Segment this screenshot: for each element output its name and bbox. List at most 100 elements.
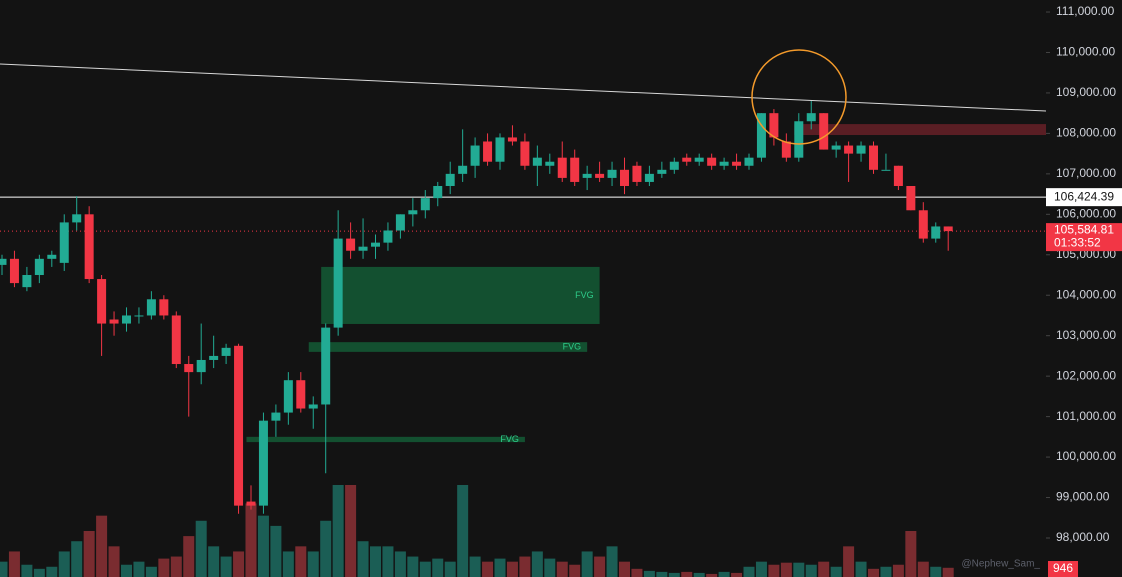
fvg-label: FVG: [563, 341, 582, 351]
volume-bar: [158, 558, 170, 577]
volume-bar: [843, 546, 855, 577]
axis-background: [1046, 0, 1122, 577]
volume-bar: [880, 566, 892, 577]
volume-bar: [320, 520, 332, 577]
candle-body: [881, 169, 891, 171]
candle-body: [246, 501, 256, 506]
candle-body: [856, 145, 866, 154]
volume-bar: [718, 571, 730, 577]
candle-body: [507, 137, 517, 142]
volume-bar: [357, 541, 369, 577]
volume-bar: [208, 546, 220, 577]
volume-label-box: [1048, 561, 1078, 577]
volume-bar: [930, 566, 942, 577]
candle-body: [781, 141, 791, 158]
candle-body: [669, 161, 679, 170]
last-price-box: [1046, 223, 1122, 252]
trendline: [0, 63, 1047, 112]
volume-bar: [444, 561, 456, 577]
candle-body: [333, 238, 343, 328]
volume-bar: [731, 572, 743, 577]
volume-bar: [606, 546, 618, 577]
candle-body: [545, 161, 555, 166]
candle-body: [794, 121, 804, 158]
volume-bar: [706, 573, 718, 577]
volume-bar: [469, 556, 481, 577]
candle-body: [756, 113, 766, 158]
volume-bar: [668, 572, 680, 577]
resistance-zone: [794, 124, 1046, 136]
volume-bar: [58, 551, 70, 577]
plot-area: FVG FVG FVG: [0, 63, 1047, 577]
volume-bar: [768, 564, 780, 577]
candle-body: [258, 420, 268, 506]
volume-bar: [569, 564, 581, 577]
candle-body: [707, 157, 717, 166]
y-tick-label: 106,000.00: [1056, 206, 1116, 220]
candle-body: [433, 185, 443, 199]
watermark: @Nephew_Sam_: [961, 559, 1040, 570]
candle-body: [0, 258, 7, 265]
candle-body: [34, 258, 44, 276]
candle-body: [458, 165, 468, 174]
fvg-label: FVG: [575, 290, 594, 300]
candle-body: [620, 169, 629, 186]
volume-bar: [0, 561, 8, 577]
volume-bar: [755, 561, 767, 577]
candle-body: [22, 275, 32, 288]
y-tick-label: 111,000.00: [1056, 4, 1115, 18]
candle-body: [819, 113, 829, 150]
countdown: 01:33:52: [1054, 235, 1101, 249]
volume-bar: [544, 558, 556, 577]
y-tick-label: 107,000.00: [1056, 166, 1116, 180]
volume-bar: [631, 568, 643, 577]
y-tick-label: 104,000.00: [1056, 287, 1116, 301]
volume-bar: [743, 566, 755, 577]
candle-body: [632, 165, 642, 182]
volume-bar: [868, 568, 879, 577]
volume-bar: [494, 558, 506, 577]
y-tick-label: 103,000.00: [1056, 328, 1116, 342]
candle-body: [918, 210, 928, 239]
candle-body: [146, 299, 156, 316]
candle-body: [732, 161, 742, 166]
volume-bar: [419, 561, 431, 577]
volume-bar: [133, 561, 145, 577]
volume-bar: [693, 572, 705, 577]
volume-bar: [905, 531, 917, 577]
candle-body: [283, 380, 293, 413]
candle-body: [445, 173, 455, 186]
candle-body: [84, 214, 94, 280]
candle-body: [171, 315, 181, 365]
volume-bar: [805, 564, 817, 577]
volume-bar: [681, 571, 693, 577]
candle-body: [893, 165, 903, 186]
volume-bar: [245, 503, 257, 577]
candle-body: [943, 226, 953, 232]
volume-bar: [482, 561, 494, 577]
candle-body: [308, 404, 318, 409]
volume-bar: [793, 562, 805, 577]
candle-body: [296, 380, 306, 409]
candle-body: [844, 145, 854, 154]
volume-label: 946: [1053, 561, 1073, 575]
candle-body: [744, 157, 754, 166]
candle-body: [682, 157, 692, 162]
candle-body: [109, 319, 119, 324]
volume-bar: [71, 541, 83, 577]
candle-body: [906, 185, 916, 211]
fvg-zone: [308, 342, 588, 352]
volume-bar: [892, 564, 904, 577]
candle-body: [97, 279, 107, 324]
highlight-circle: [751, 49, 847, 145]
candle-body: [358, 246, 368, 251]
candle-body: [408, 210, 418, 215]
volume-bar: [170, 556, 182, 577]
volume-bar: [917, 561, 929, 577]
candle-body: [532, 157, 542, 166]
volume-bar: [257, 515, 269, 577]
volume-bar: [855, 561, 867, 577]
candle-body: [657, 169, 667, 174]
candle-body: [495, 137, 505, 162]
candle-body: [869, 145, 878, 170]
